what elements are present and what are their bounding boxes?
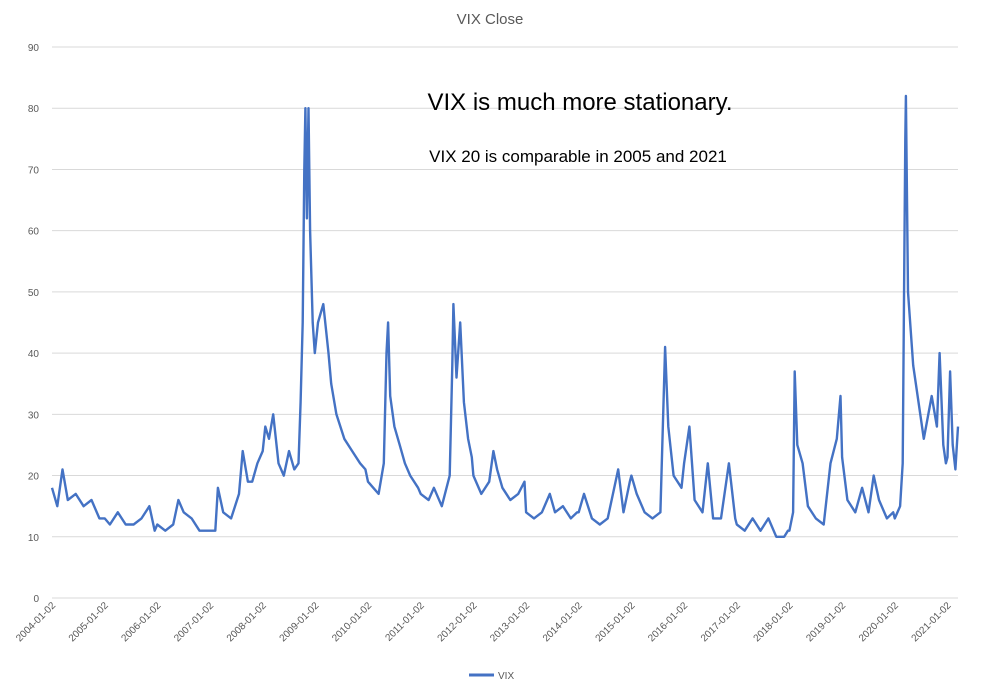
x-tick-label: 2008-01-02: [225, 600, 269, 644]
x-tick-label: 2020-01-02: [857, 600, 901, 644]
x-tick-label: 2006-01-02: [120, 600, 164, 644]
y-tick-label: 20: [28, 472, 40, 483]
y-gridlines: [52, 46, 958, 599]
x-tick-label: 2017-01-02: [699, 600, 743, 644]
y-tick-label: 60: [28, 227, 40, 238]
y-tick-label: 30: [28, 410, 40, 421]
x-tick-label: 2010-01-02: [330, 600, 374, 644]
legend-label: VIX: [498, 671, 514, 682]
x-tick-label: 2013-01-02: [488, 600, 532, 644]
vix-series-line: [50, 94, 960, 538]
y-tick-label: 40: [28, 349, 40, 360]
y-tick-label: 80: [28, 104, 40, 115]
x-tick-label: 2011-01-02: [383, 600, 427, 644]
x-tick-label: 2004-01-02: [14, 600, 58, 644]
x-tick-label: 2015-01-02: [594, 600, 638, 644]
chart-title: VIX Close: [457, 11, 524, 28]
y-tick-label: 10: [28, 533, 40, 544]
y-axis-tick-labels: 0 10 20 30 40 50 60 70 80 90: [28, 43, 40, 605]
x-tick-label: 2012-01-02: [436, 600, 480, 644]
x-tick-label: 2014-01-02: [541, 600, 585, 644]
x-tick-label: 2019-01-02: [804, 600, 848, 644]
y-tick-label: 0: [33, 594, 39, 605]
x-tick-label: 2007-01-02: [172, 600, 216, 644]
x-tick-label: 2005-01-02: [67, 600, 111, 644]
annotation-sub: VIX 20 is comparable in 2005 and 2021: [429, 147, 727, 166]
x-tick-label: 2021-01-02: [910, 600, 954, 644]
y-tick-label: 90: [28, 43, 40, 54]
x-tick-label: 2018-01-02: [752, 600, 796, 644]
annotation-main: VIX is much more stationary.: [428, 89, 733, 116]
y-tick-label: 70: [28, 165, 40, 176]
y-tick-label: 50: [28, 288, 40, 299]
x-tick-label: 2009-01-02: [278, 600, 322, 644]
legend: VIX: [469, 671, 514, 682]
x-axis-tick-labels: 2004-01-02 2005-01-02 2006-01-02 2007-01-02…: [14, 600, 954, 644]
x-tick-label: 2016-01-02: [646, 600, 690, 644]
